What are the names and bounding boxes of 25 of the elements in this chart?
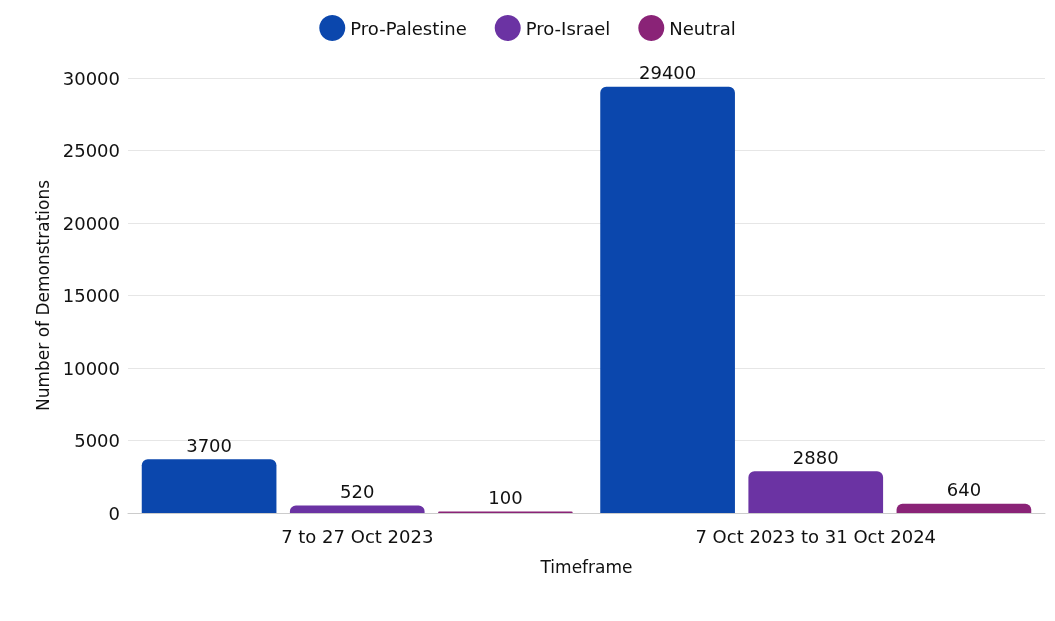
bar: [289, 505, 425, 513]
legend-label: Neutral: [669, 17, 736, 39]
data-label: 3700: [186, 434, 232, 456]
data-label: 100: [488, 487, 523, 509]
y-tick-label: 0: [108, 502, 120, 524]
y-tick-label: 20000: [62, 212, 120, 234]
bar: [141, 459, 277, 513]
y-tick-label: 10000: [62, 357, 120, 379]
data-label: 640: [946, 479, 982, 501]
legend-label: Pro-Palestine: [350, 17, 467, 39]
data-label: 520: [340, 480, 375, 502]
x-tick-label: 7 Oct 2023 to 31 Oct 2024: [695, 525, 937, 547]
y-tick-label: 25000: [62, 140, 120, 161]
bar: [748, 471, 884, 513]
y-tick-label: 15000: [62, 285, 120, 306]
y-tick-label: 30000: [62, 67, 120, 89]
y-tick-label: 5000: [74, 430, 120, 451]
legend-label: Pro-Israel: [525, 17, 611, 39]
bar: [600, 86, 735, 513]
y-axis-title: Number of Demonstrations: [33, 179, 54, 412]
bar: [896, 503, 1032, 513]
data-label: 2880: [792, 446, 839, 468]
x-tick-label: 7 to 27 Oct 2023: [281, 525, 434, 547]
x-axis-title: Timeframe: [539, 556, 633, 577]
data-label: 29400: [638, 62, 697, 84]
